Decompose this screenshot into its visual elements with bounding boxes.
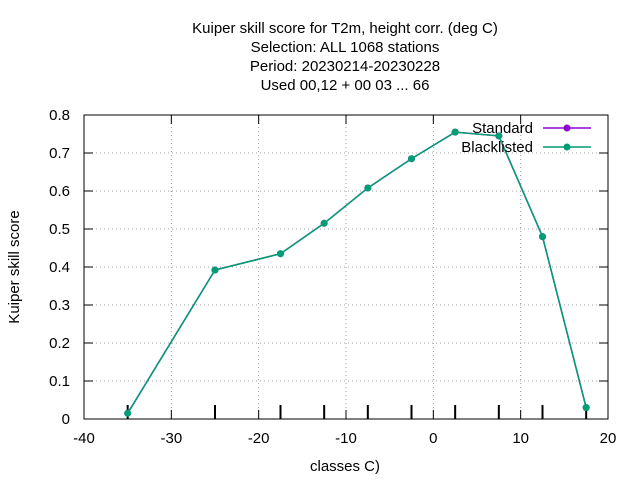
plot-border [83, 114, 609, 420]
grid-lines [84, 115, 608, 419]
chart-title: Kuiper skill score for T2m, height corr.… [192, 20, 498, 94]
x-axis-label: classes C) [310, 458, 380, 475]
y-tick-label: 0.2 [49, 335, 70, 352]
series-standard [124, 128, 590, 417]
x-tick-label: 0 [429, 430, 437, 447]
data-point [451, 128, 459, 136]
tick-labels: -40 -30 -20 -10 0 10 20 0 0.1 0.2 0.3 0.4 0.5 0.6 0.7 0… [49, 107, 616, 447]
data-point [364, 184, 372, 192]
data-point [582, 404, 590, 412]
legend-entry-blacklisted: Blacklisted [461, 139, 591, 156]
x-tick-label: 10 [512, 430, 529, 447]
legend-marker [563, 124, 571, 132]
series-line [127, 131, 587, 414]
series-layer [124, 128, 590, 417]
legend-marker [563, 143, 571, 151]
y-tick-label: 0.7 [49, 145, 70, 162]
x-tick-label: -40 [73, 430, 95, 447]
data-point [211, 266, 219, 274]
y-tick-label: 0.5 [49, 221, 70, 238]
y-tick-label: 0.6 [49, 183, 70, 200]
y-axis-label: Kuiper skill score [6, 210, 23, 323]
legend-label: Blacklisted [461, 139, 533, 156]
data-point [277, 250, 284, 258]
data-point [124, 409, 132, 417]
data-point [320, 219, 328, 227]
series-line [127, 131, 587, 414]
chart-title-line-3: Period: 20230214-20230228 [250, 58, 440, 75]
x-tick-label: -30 [160, 430, 182, 447]
x-tick-label: 20 [600, 430, 617, 447]
x-tick-label: -20 [248, 430, 270, 447]
legend-entry-standard: Standard [472, 120, 591, 137]
chart-title-line-2: Selection: ALL 1068 stations [251, 39, 440, 56]
data-point [539, 233, 546, 241]
series-blacklisted [124, 128, 590, 417]
legend: Standard Blacklisted [461, 120, 591, 156]
legend-label: Standard [472, 120, 533, 137]
y-tick-label: 0.8 [49, 107, 70, 124]
y-tick-label: 0 [62, 411, 70, 428]
data-point [408, 155, 415, 163]
y-tick-label: 0.4 [49, 259, 70, 276]
y-tick-label: 0.3 [49, 297, 70, 314]
chart-title-line-4: Used 00,12 + 00 03 ... 66 [261, 77, 430, 94]
chart-title-line-1: Kuiper skill score for T2m, height corr.… [192, 20, 498, 37]
data-point [495, 132, 503, 140]
y-tick-label: 0.1 [49, 373, 70, 390]
x-tick-label: -10 [335, 430, 357, 447]
